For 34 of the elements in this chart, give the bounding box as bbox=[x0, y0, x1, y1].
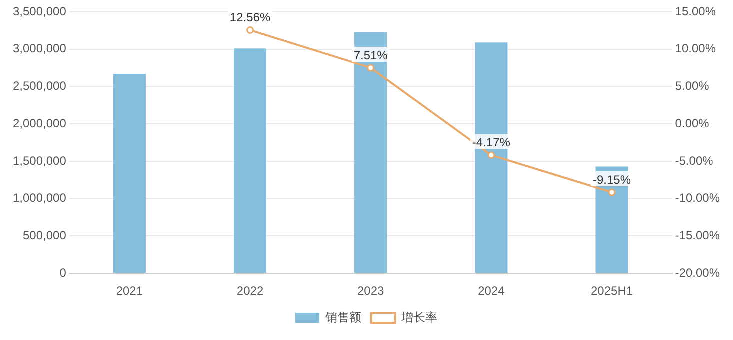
y-tick-label: 3,500,000 bbox=[12, 4, 67, 18]
y2-tick-label: -5.00% bbox=[675, 154, 714, 168]
legend-label: 销售额 bbox=[324, 310, 362, 324]
y2-tick-label: 15.00% bbox=[675, 4, 716, 18]
point bbox=[367, 64, 375, 72]
y-tick-label: 1,000,000 bbox=[12, 191, 67, 206]
data-label: -4.17% bbox=[472, 136, 511, 150]
y2-tick-label: 0.00% bbox=[675, 116, 710, 130]
data-label: 12.56% bbox=[230, 10, 271, 25]
y2-tick-label: -10.00% bbox=[675, 191, 720, 206]
bar bbox=[354, 32, 388, 274]
data-label: -9.15% bbox=[592, 172, 632, 187]
x-tick-label: 2022 bbox=[236, 284, 264, 298]
y-tick-label: 2,000,000 bbox=[12, 116, 67, 130]
y-tick-label: 1,500,000 bbox=[12, 154, 67, 168]
bar bbox=[234, 48, 267, 274]
y2-tick-label: 10.00% bbox=[675, 42, 716, 56]
y2-tick-label: 5.00% bbox=[675, 79, 710, 94]
x-tick-label: 2021 bbox=[116, 284, 144, 298]
x-tick-label: 2023 bbox=[357, 284, 385, 298]
point bbox=[246, 26, 254, 34]
y2-tick-label: -20.00% bbox=[675, 266, 720, 280]
legend-label: 增长率 bbox=[400, 310, 438, 324]
bar bbox=[113, 74, 146, 274]
x-tick-label: 2025H1 bbox=[590, 284, 634, 298]
y-tick-label: 500,000 bbox=[22, 228, 67, 243]
data-label: 7.51% bbox=[354, 48, 388, 62]
y2-tick-label: -15.00% bbox=[675, 228, 720, 243]
point bbox=[608, 188, 616, 196]
y-tick-label: 3,000,000 bbox=[12, 42, 67, 56]
x-tick-label: 2024 bbox=[478, 284, 506, 298]
point bbox=[488, 152, 496, 160]
y-tick-label: 0 bbox=[60, 266, 67, 280]
y-tick-label: 2,500,000 bbox=[12, 79, 67, 94]
